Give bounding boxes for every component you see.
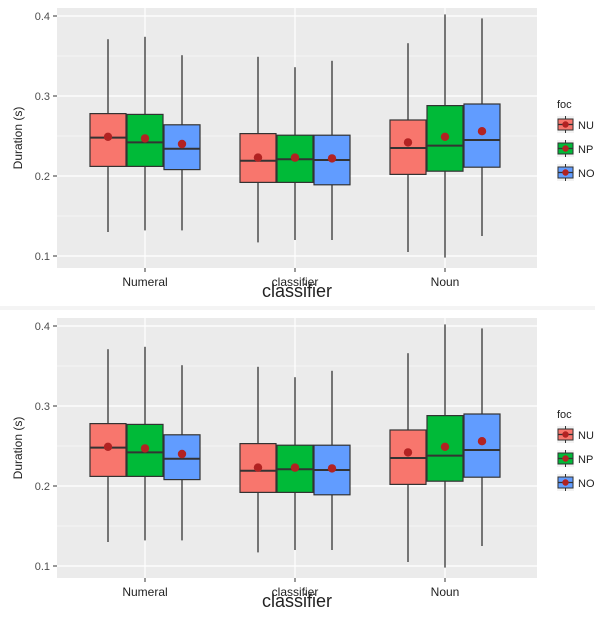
chart-panel-bottom: 0.1 0.2 0.3 0.4 Numeral classifier Noun Duratio… [0, 310, 595, 616]
x-tick-label: Noun [431, 585, 460, 599]
box-no [463, 413, 501, 478]
legend-key-mean [562, 121, 569, 128]
legend-key-mean [562, 479, 569, 486]
legend-key-mean [562, 145, 569, 152]
y-tick-label: 0.3 [35, 91, 50, 103]
x-tick-label: Numeral [122, 275, 167, 289]
mean-point [477, 437, 487, 446]
y-tick-label: 0.4 [35, 321, 50, 333]
legend-label: NU [578, 430, 594, 442]
y-tick-label: 0.2 [35, 481, 50, 493]
mean-point [290, 463, 300, 472]
panel-divider [0, 306, 595, 310]
x-tick-label: classifier [272, 275, 319, 289]
mean-point [477, 127, 487, 136]
x-axis-title: classifier [262, 591, 332, 611]
boxplot-chart-top: 0.1 0.2 0.3 0.4 Numeral classifier Noun Duratio… [11, 8, 595, 301]
legend-key-mean [562, 455, 569, 462]
y-axis-title: Duration (s) [11, 417, 25, 480]
mean-point [290, 153, 300, 162]
x-tick-label: Numeral [122, 585, 167, 599]
mean-point [103, 442, 113, 451]
legend-label: NU [578, 120, 594, 132]
mean-point [327, 154, 337, 163]
mean-point [177, 449, 187, 459]
legend-label: NO [578, 168, 595, 180]
mean-point [440, 442, 450, 451]
mean-point [253, 463, 263, 472]
legend-key-mean [562, 431, 569, 438]
y-tick-label: 0.4 [35, 11, 50, 23]
y-axis-title: Duration (s) [11, 107, 25, 170]
mean-point [253, 153, 263, 162]
mean-point [103, 132, 113, 141]
mean-point [177, 139, 187, 149]
y-tick-label: 0.3 [35, 401, 50, 413]
legend-title: foc [557, 99, 572, 111]
mean-point [327, 464, 337, 473]
x-axis-title: classifier [262, 281, 332, 301]
legend-title: foc [557, 409, 572, 421]
x-tick-label: classifier [272, 585, 319, 599]
y-tick-label: 0.2 [35, 171, 50, 183]
box-no [463, 103, 501, 168]
x-tick-label: Noun [431, 275, 460, 289]
legend-label: NO [578, 478, 595, 490]
chart-panel-top: 0.1 0.2 0.3 0.4 Numeral classifier Noun Duratio… [0, 0, 595, 306]
y-tick-label: 0.1 [35, 251, 50, 263]
mean-point [140, 134, 150, 143]
legend-key-mean [562, 169, 569, 176]
legend-label: NP [578, 144, 593, 156]
mean-point [440, 132, 450, 141]
boxplot-chart-bottom: 0.1 0.2 0.3 0.4 Numeral classifier Noun Duratio… [11, 318, 595, 611]
mean-point [140, 444, 150, 453]
y-tick-label: 0.1 [35, 561, 50, 573]
mean-point [403, 138, 413, 147]
mean-point [403, 448, 413, 457]
legend-label: NP [578, 454, 593, 466]
